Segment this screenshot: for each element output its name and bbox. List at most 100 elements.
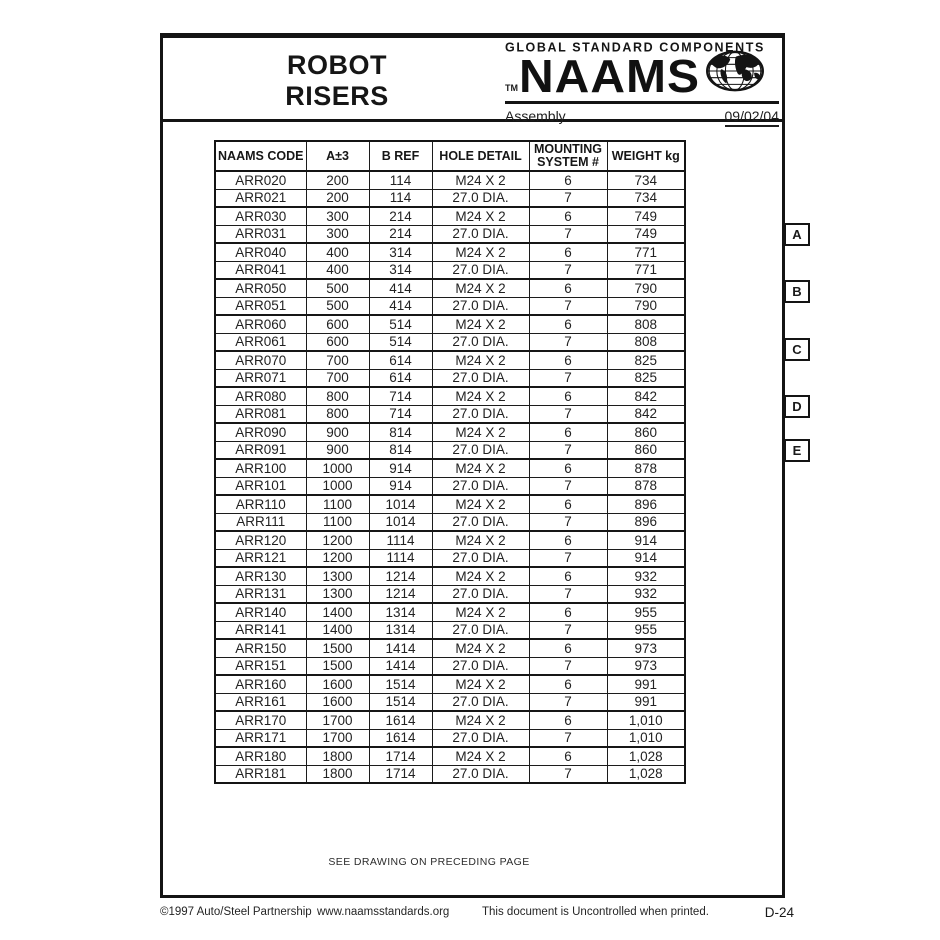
table-cell: 6: [528, 422, 608, 442]
table-cell: 27.0 DIA.: [431, 728, 530, 748]
table-cell: 6: [528, 170, 608, 190]
table-cell: 1314: [368, 620, 433, 640]
table-cell: 1,028: [606, 764, 686, 784]
table-cell: ARR180: [214, 746, 307, 766]
table-row: ARR100 1000 914 M24 X 2 6 878: [214, 458, 686, 478]
table-cell: 614: [368, 368, 433, 388]
table-row: ARR061 600 514 27.0 DIA. 7 808: [214, 332, 686, 352]
table-cell: 1614: [368, 710, 433, 730]
table-cell: 734: [606, 170, 686, 190]
table-cell: 1300: [305, 566, 370, 586]
table-row: ARR031 300 214 27.0 DIA. 7 749: [214, 224, 686, 244]
table-cell: 400: [305, 260, 370, 280]
page-footer: ©1997 Auto/Steel Partnership www.naamsst…: [160, 905, 794, 922]
table-cell: 1214: [368, 584, 433, 604]
table-cell: 27.0 DIA.: [431, 224, 530, 244]
table-row: ARR081 800 714 27.0 DIA. 7 842: [214, 404, 686, 424]
table-cell: ARR170: [214, 710, 307, 730]
table-cell: 1000: [305, 476, 370, 496]
table-cell: ARR110: [214, 494, 307, 514]
table-row: ARR160 1600 1514 M24 X 2 6 991: [214, 674, 686, 694]
table-cell: M24 X 2: [431, 746, 530, 766]
table-cell: 6: [528, 458, 608, 478]
table-cell: 27.0 DIA.: [431, 440, 530, 460]
table-cell: 878: [606, 458, 686, 478]
table-cell: ARR101: [214, 476, 307, 496]
table-cell: 414: [368, 296, 433, 316]
table-cell: 7: [528, 332, 608, 352]
table-cell: M24 X 2: [431, 206, 530, 226]
table-cell: M24 X 2: [431, 674, 530, 694]
table-cell: 808: [606, 332, 686, 352]
table-cell: 1400: [305, 602, 370, 622]
table-cell: 1714: [368, 746, 433, 766]
uncontrolled-text: This document is Uncontrolled when print…: [482, 906, 709, 918]
table-cell: 7: [528, 512, 608, 532]
table-cell: 1,010: [606, 728, 686, 748]
table-cell: ARR080: [214, 386, 307, 406]
table-cell: ARR150: [214, 638, 307, 658]
table-cell: 790: [606, 278, 686, 298]
table-cell: 6: [528, 602, 608, 622]
table-cell: 7: [528, 584, 608, 604]
table-cell: 514: [368, 332, 433, 352]
table-cell: 27.0 DIA.: [431, 332, 530, 352]
table-cell: 814: [368, 440, 433, 460]
table-cell: 790: [606, 296, 686, 316]
table-cell: 27.0 DIA.: [431, 368, 530, 388]
table-cell: 1014: [368, 512, 433, 532]
zone-tab-e: E: [784, 439, 810, 462]
table-cell: 1500: [305, 656, 370, 676]
table-cell: 842: [606, 404, 686, 424]
table-cell: 932: [606, 584, 686, 604]
table-cell: 600: [305, 332, 370, 352]
table-cell: 7: [528, 188, 608, 208]
table-cell: ARR130: [214, 566, 307, 586]
table-cell: 27.0 DIA.: [431, 656, 530, 676]
table-cell: 991: [606, 674, 686, 694]
table-cell: 27.0 DIA.: [431, 548, 530, 568]
table-cell: 1300: [305, 584, 370, 604]
brand-name: NAAMS: [519, 51, 700, 103]
table-row: ARR121 1200 1114 27.0 DIA. 7 914: [214, 548, 686, 568]
table-row: ARR140 1400 1314 M24 X 2 6 955: [214, 602, 686, 622]
table-cell: 6: [528, 350, 608, 370]
table-row: ARR021 200 114 27.0 DIA. 7 734: [214, 188, 686, 208]
table-cell: 414: [368, 278, 433, 298]
table-cell: 7: [528, 404, 608, 424]
table-cell: 808: [606, 314, 686, 334]
table-cell: 6: [528, 242, 608, 262]
table-cell: ARR171: [214, 728, 307, 748]
col-hole-detail: HOLE DETAIL: [431, 140, 530, 172]
table-cell: M24 X 2: [431, 494, 530, 514]
page-title-line1: ROBOT: [287, 50, 387, 80]
table-cell: 914: [606, 548, 686, 568]
table-cell: ARR041: [214, 260, 307, 280]
table-cell: 27.0 DIA.: [431, 188, 530, 208]
table-cell: ARR111: [214, 512, 307, 532]
table-cell: 1100: [305, 512, 370, 532]
table-cell: 1700: [305, 728, 370, 748]
table-cell: 314: [368, 242, 433, 262]
table-row: ARR101 1000 914 27.0 DIA. 7 878: [214, 476, 686, 496]
table-cell: M24 X 2: [431, 710, 530, 730]
document-header: ROBOT RISERS GLOBAL STANDARD COMPONENTS …: [163, 38, 782, 127]
table-cell: 300: [305, 224, 370, 244]
brand-tagline: GLOBAL STANDARD COMPONENTS: [505, 40, 765, 55]
page-title: ROBOT RISERS: [237, 50, 437, 112]
table-row: ARR181 1800 1714 27.0 DIA. 7 1,028: [214, 764, 686, 784]
table-cell: ARR031: [214, 224, 307, 244]
table-cell: 771: [606, 260, 686, 280]
table-cell: 749: [606, 206, 686, 226]
table-cell: 27.0 DIA.: [431, 764, 530, 784]
table-cell: 814: [368, 422, 433, 442]
table-row: ARR070 700 614 M24 X 2 6 825: [214, 350, 686, 370]
table-cell: 6: [528, 710, 608, 730]
table-cell: 1114: [368, 530, 433, 550]
col-naams-code: NAAMS CODE: [214, 140, 307, 172]
table-row: ARR040 400 314 M24 X 2 6 771: [214, 242, 686, 262]
table-cell: 714: [368, 404, 433, 424]
table-cell: ARR021: [214, 188, 307, 208]
table-cell: 1600: [305, 674, 370, 694]
col-a-tolerance: A±3: [305, 140, 370, 172]
